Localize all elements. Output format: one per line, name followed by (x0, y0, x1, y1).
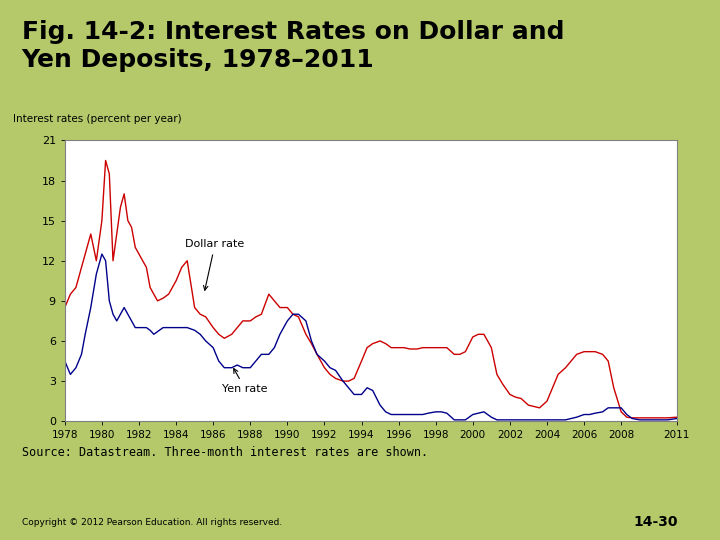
Text: Copyright © 2012 Pearson Education. All rights reserved.: Copyright © 2012 Pearson Education. All … (22, 518, 282, 528)
Text: Yen rate: Yen rate (222, 368, 268, 394)
Text: Fig. 14-2: Interest Rates on Dollar and
Yen Deposits, 1978–2011: Fig. 14-2: Interest Rates on Dollar and … (22, 20, 564, 72)
Text: Source: Datastream. Three-month interest rates are shown.: Source: Datastream. Three-month interest… (22, 446, 428, 458)
Text: Dollar rate: Dollar rate (185, 239, 245, 290)
Text: Interest rates (percent per year): Interest rates (percent per year) (13, 113, 181, 124)
Text: 14-30: 14-30 (634, 515, 678, 529)
